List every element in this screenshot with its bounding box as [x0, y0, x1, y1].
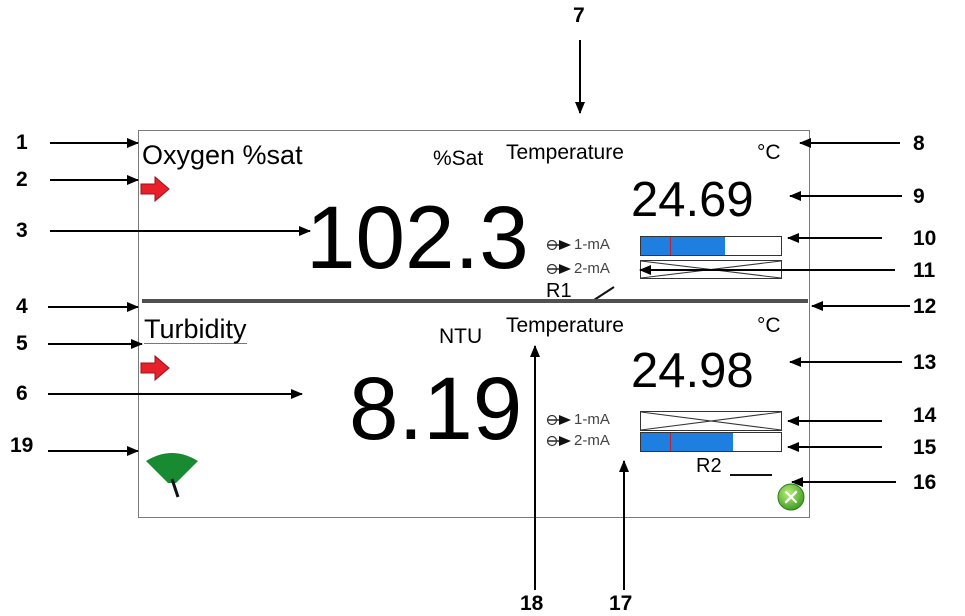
channel2-temp-value: 24.98 [631, 344, 754, 398]
callout-7: 7 [573, 4, 585, 27]
callout-4: 4 [16, 295, 28, 318]
ch1-output1-fill [641, 237, 725, 255]
callout-14: 14 [913, 404, 937, 427]
ch2-output2-marker [670, 433, 671, 451]
output-arrow-icon [546, 238, 575, 257]
channel1-temp-value: 24.69 [631, 173, 754, 227]
callout-16: 16 [913, 471, 937, 494]
relay2-label: R2 [696, 455, 722, 477]
channel1-unit: %Sat [433, 147, 484, 170]
callout-17: 17 [609, 592, 633, 615]
ch2-output2-label: 2-mA [574, 432, 610, 449]
ch2-output1-label: 1-mA [574, 411, 610, 428]
channel1-temp-unit: °C [757, 141, 781, 164]
channel-separator [142, 299, 808, 303]
relay-open-icon [728, 458, 774, 481]
callout-6: 6 [16, 382, 28, 405]
channel1-value: 102.3 [306, 187, 529, 287]
ch2-output1-bar-off [640, 411, 782, 431]
callout-18: 18 [520, 592, 544, 615]
callout-8: 8 [913, 132, 925, 155]
channel2-name: Turbidity [144, 314, 247, 344]
callout-15: 15 [913, 436, 937, 459]
ch2-output2-bar [640, 432, 782, 452]
channel1-temp-label: Temperature [506, 141, 624, 164]
callout-13: 13 [913, 351, 937, 374]
ch2-output2-fill [641, 433, 734, 451]
callout-11: 11 [913, 259, 936, 282]
instrument-display [138, 130, 810, 518]
callout-1: 1 [16, 131, 28, 154]
ch1-output1-label: 1-mA [574, 236, 610, 253]
red-arrow-icon [140, 175, 170, 207]
callout-5: 5 [16, 332, 28, 355]
channel2-temp-label: Temperature [506, 314, 624, 337]
callout-12: 12 [913, 295, 937, 318]
channel1-name: Oxygen %sat [142, 140, 303, 170]
channel2-unit: NTU [439, 325, 483, 348]
output-arrow-icon [546, 262, 575, 281]
ch1-output1-marker [670, 237, 671, 255]
callout-2: 2 [16, 168, 28, 191]
channel2-value: 8.19 [349, 358, 523, 458]
callout-9: 9 [913, 185, 925, 208]
ch1-output2-label: 2-mA [574, 260, 610, 277]
output-arrow-icon [546, 434, 575, 453]
callout-19: 19 [10, 434, 34, 457]
callout-3: 3 [16, 219, 28, 242]
ch1-output1-bar [640, 236, 782, 256]
relay1-label: R1 [546, 280, 572, 302]
green-gauge-icon[interactable] [144, 449, 200, 504]
channel2-temp-unit: °C [757, 314, 781, 337]
output-arrow-icon [546, 413, 575, 432]
red-arrow-icon [140, 354, 170, 386]
callout-10: 10 [913, 227, 937, 250]
